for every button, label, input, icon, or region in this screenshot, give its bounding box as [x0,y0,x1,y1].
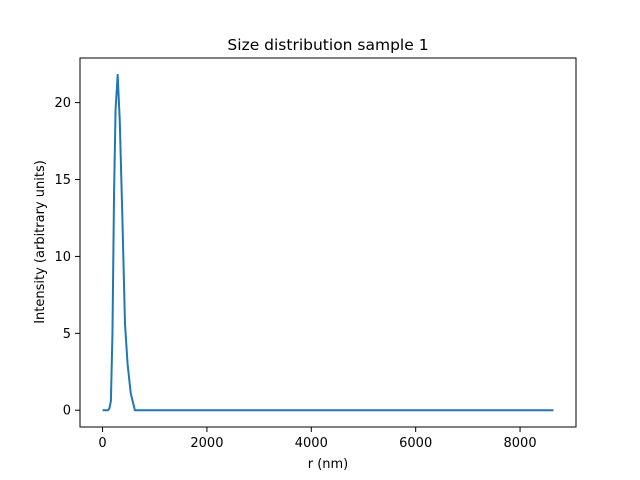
y-tick-label: 15 [54,173,71,188]
x-axis-ticks: 0 2000 4000 6000 8000 [98,427,537,451]
series-line-1 [102,73,554,412]
x-tick-label: 8000 [504,436,537,451]
x-tick-label: 4000 [295,436,328,451]
plot-frame [79,57,577,428]
plot-area [102,73,554,412]
y-axis-ticks: 0 5 10 15 20 [54,96,80,419]
y-tick-label: 5 [63,327,71,342]
y-tick-label: 10 [54,250,71,265]
x-tick-label: 6000 [399,436,432,451]
x-tick-label: 0 [98,436,106,451]
x-axis-label: r (nm) [308,457,349,472]
chart-title: Size distribution sample 1 [227,36,428,54]
x-tick-label: 2000 [190,436,223,451]
y-tick-label: 0 [63,404,71,419]
y-tick-label: 20 [54,96,71,111]
y-axis-label: Intensity (arbitrary units) [33,160,48,324]
